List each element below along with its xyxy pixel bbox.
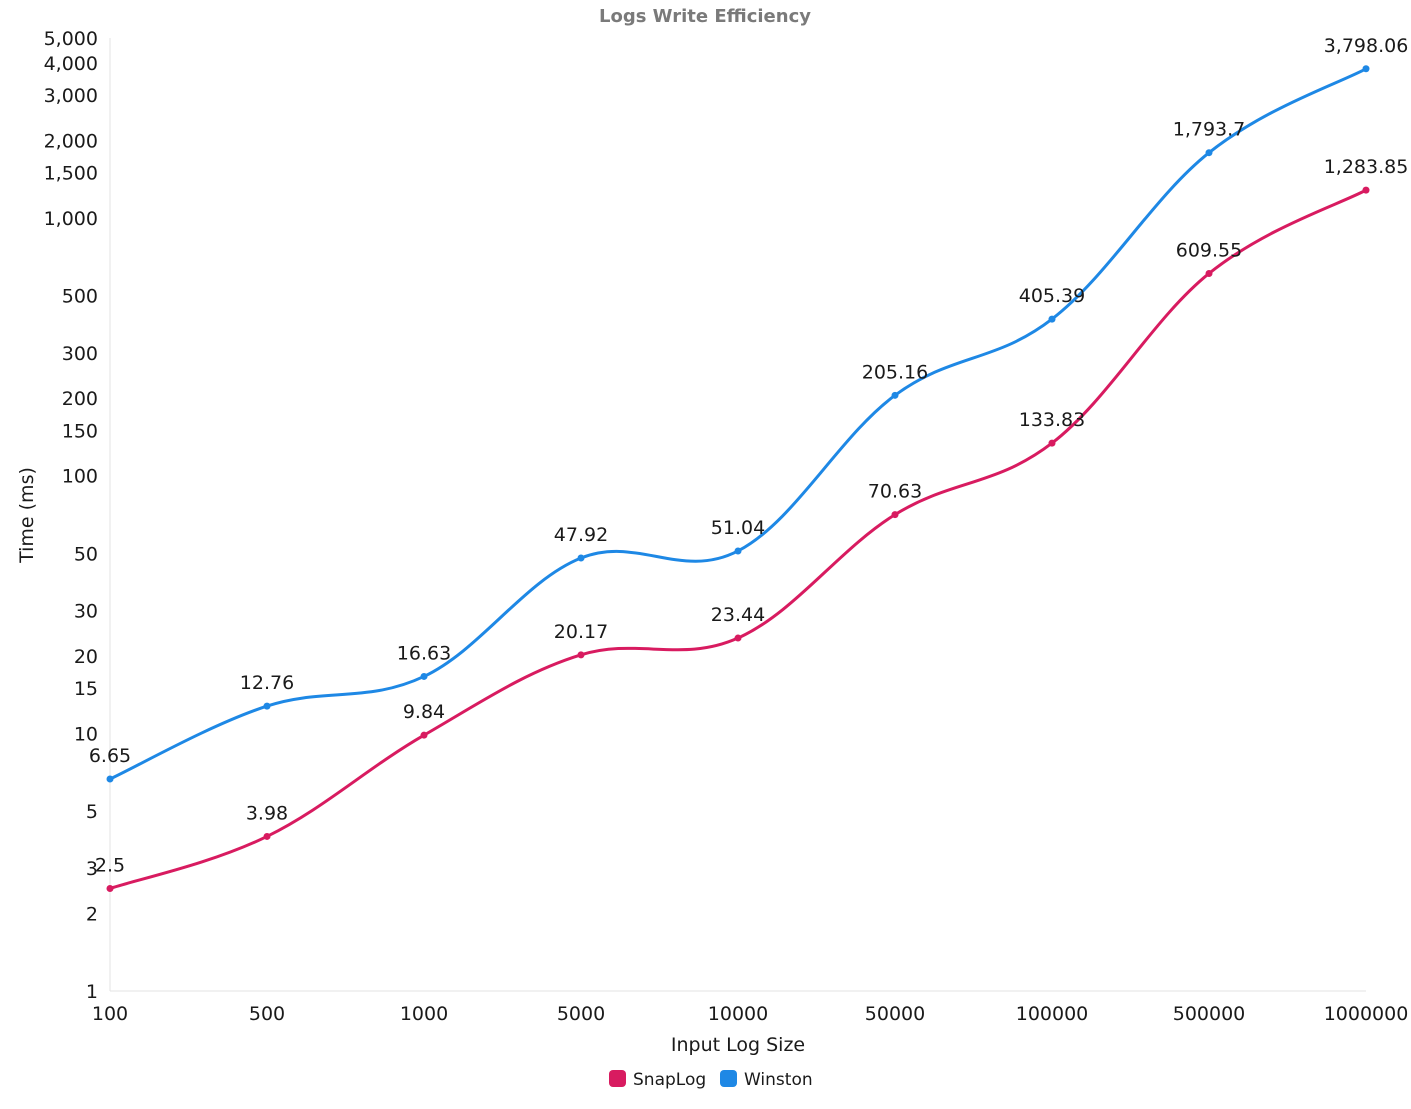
data-point-snaplog <box>734 634 742 642</box>
y-axis-label: Time (ms) <box>16 467 38 564</box>
data-point-winston <box>891 391 899 399</box>
data-label-winston: 3,798.06 <box>1324 35 1409 57</box>
data-point-winston <box>1048 315 1056 323</box>
y-axis-ticks: 1 2 3 5 10 15 20 30 50 100 150 200 300 500 1,000 1,500 2… <box>44 28 98 1003</box>
x-tick-label: 500 <box>249 1003 285 1025</box>
y-tick-label: 15 <box>74 678 98 700</box>
legend: SnapLog Winston <box>609 1070 813 1090</box>
y-tick-label: 2 <box>86 903 98 925</box>
x-tick-label: 1000000 <box>1324 1003 1409 1025</box>
data-labels: 2.5 3.98 9.84 20.17 23.44 70.63 133.83 609.55 1,… <box>89 35 1408 877</box>
y-tick-label: 2,000 <box>44 131 98 153</box>
y-tick-label: 5,000 <box>44 28 98 50</box>
x-tick-label: 500000 <box>1173 1003 1246 1025</box>
data-point-snaplog <box>106 884 114 892</box>
data-point-winston <box>734 547 742 555</box>
data-label-snaplog: 1,283.85 <box>1324 156 1409 178</box>
y-tick-label: 200 <box>62 388 98 410</box>
y-tick-label: 50 <box>74 543 98 565</box>
y-tick-label: 20 <box>74 646 98 668</box>
y-tick-label: 1,000 <box>44 208 98 230</box>
data-label-winston: 405.39 <box>1019 285 1085 307</box>
chart-title: Logs Write Efficiency <box>599 6 811 27</box>
data-label-winston: 12.76 <box>240 672 294 694</box>
data-label-winston: 6.65 <box>89 745 131 767</box>
data-label-snaplog: 133.83 <box>1019 409 1085 431</box>
y-tick-label: 3,000 <box>44 85 98 107</box>
y-tick-label: 100 <box>62 466 98 488</box>
data-point-snaplog <box>420 731 428 739</box>
data-label-winston: 1,793.7 <box>1173 119 1246 141</box>
x-tick-label: 5000 <box>557 1003 605 1025</box>
data-point-snaplog <box>577 651 585 659</box>
data-point-winston <box>420 672 428 680</box>
data-label-snaplog: 20.17 <box>554 621 608 643</box>
x-tick-label: 50000 <box>865 1003 925 1025</box>
y-tick-label: 1,500 <box>44 163 98 185</box>
y-tick-label: 3 <box>86 858 98 880</box>
data-label-snaplog: 2.5 <box>95 854 125 876</box>
data-label-snaplog: 3.98 <box>246 802 288 824</box>
x-tick-label: 100000 <box>1016 1003 1089 1025</box>
legend-swatch-snaplog <box>609 1070 626 1087</box>
y-tick-label: 4,000 <box>44 53 98 75</box>
data-label-winston: 205.16 <box>862 361 928 383</box>
x-tick-label: 100 <box>92 1003 128 1025</box>
x-axis-label: Input Log Size <box>671 1034 805 1056</box>
data-point-winston <box>577 554 585 562</box>
data-point-winston <box>263 702 271 710</box>
y-tick-label: 300 <box>62 343 98 365</box>
data-label-snaplog: 609.55 <box>1176 239 1242 261</box>
legend-swatch-winston <box>720 1070 737 1087</box>
data-label-snaplog: 9.84 <box>403 701 445 723</box>
series-layer <box>106 65 1370 892</box>
y-tick-label: 150 <box>62 420 98 442</box>
data-point-winston <box>106 775 114 783</box>
data-label-winston: 51.04 <box>711 517 765 539</box>
legend-label-winston: Winston <box>744 1070 813 1090</box>
series-line-snaplog <box>108 188 1368 890</box>
data-point-snaplog <box>263 832 271 840</box>
data-point-winston <box>1205 149 1213 157</box>
y-tick-label: 5 <box>86 801 98 823</box>
series-line-winston <box>108 67 1368 781</box>
data-point-winston <box>1362 65 1370 73</box>
data-point-snaplog <box>1205 269 1213 277</box>
x-axis-ticks: 100 500 1000 5000 10000 50000 100000 500000 1000… <box>92 1003 1408 1025</box>
data-point-snaplog <box>1362 186 1370 194</box>
data-label-snaplog: 23.44 <box>711 604 765 626</box>
data-label-winston: 47.92 <box>554 524 608 546</box>
legend-label-snaplog: SnapLog <box>633 1070 706 1090</box>
y-tick-label: 30 <box>74 600 98 622</box>
y-tick-label: 500 <box>62 286 98 308</box>
data-label-winston: 16.63 <box>397 642 451 664</box>
y-tick-label: 1 <box>86 981 98 1003</box>
y-tick-label: 10 <box>74 723 98 745</box>
x-tick-label: 10000 <box>708 1003 768 1025</box>
x-tick-label: 1000 <box>400 1003 448 1025</box>
data-point-snaplog <box>891 511 899 519</box>
data-point-snaplog <box>1048 439 1056 447</box>
data-label-snaplog: 70.63 <box>868 481 922 503</box>
